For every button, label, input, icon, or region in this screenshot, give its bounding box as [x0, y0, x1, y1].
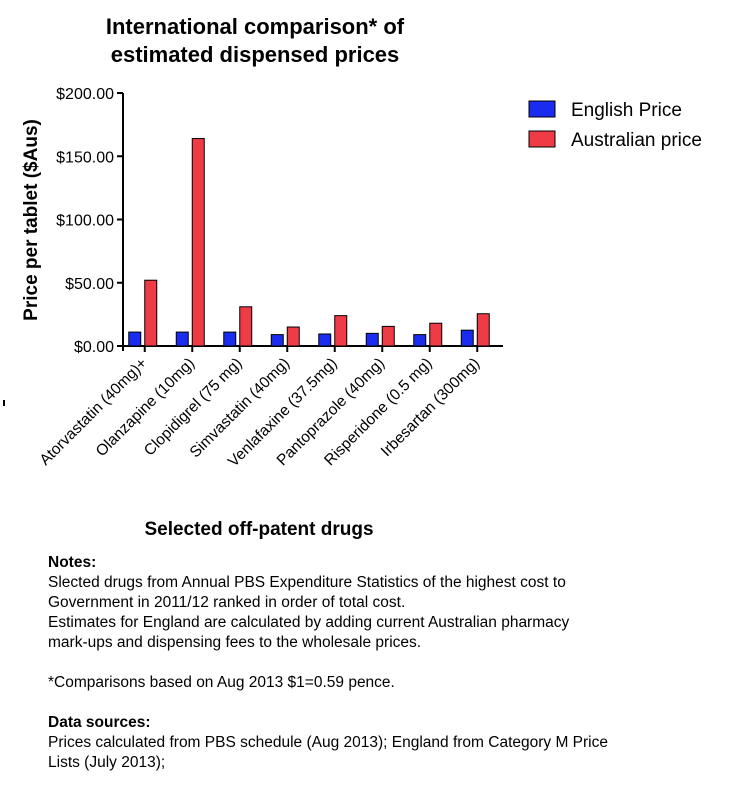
- data-sources-heading: Data sources:: [48, 714, 151, 731]
- bar-english: [175, 331, 189, 347]
- chart-title-line-1: International comparison* of: [106, 14, 405, 39]
- bar-english: [270, 334, 284, 347]
- bar-australian: [381, 325, 395, 347]
- y-tick-label: $50.00: [65, 276, 114, 293]
- margin-mark: [3, 400, 5, 406]
- data-sources-line: Lists (July 2013);: [48, 754, 166, 771]
- notes-line: mark-ups and dispensing fees to the whol…: [48, 634, 422, 651]
- legend-label: English Price: [571, 100, 682, 121]
- bar-english: [413, 334, 427, 347]
- y-tick-label: $100.00: [56, 213, 114, 230]
- legend-label: Australian price: [571, 130, 702, 151]
- bar-australian: [191, 138, 205, 347]
- notes-line: Slected drugs from Annual PBS Expenditur…: [48, 574, 566, 591]
- notes-heading: Notes:: [48, 554, 97, 571]
- legend-swatch: [528, 100, 556, 118]
- comparison-note: *Comparisons based on Aug 2013 $1=0.59 p…: [48, 674, 395, 691]
- bar-australian: [429, 322, 443, 347]
- bar-australian: [239, 306, 253, 347]
- bar-australian: [334, 315, 348, 347]
- y-tick-label: $150.00: [56, 149, 114, 166]
- legend-swatch: [528, 130, 556, 148]
- bar-australian: [476, 313, 490, 347]
- notes-section: Notes: Slected drugs from Annual PBS Exp…: [48, 553, 748, 773]
- y-axis-title: Price per tablet ($Aus): [21, 119, 42, 321]
- bar-english: [128, 331, 142, 347]
- x-axis-title: Selected off-patent drugs: [144, 519, 373, 540]
- y-tick-label: $0.00: [74, 339, 114, 356]
- bar-english: [318, 333, 332, 347]
- bar-australian: [286, 326, 300, 347]
- bar-australian: [144, 279, 158, 347]
- chart-title-line-2: estimated dispensed prices: [111, 42, 400, 67]
- notes-line: Government in 2011/12 ranked in order of…: [48, 594, 406, 611]
- y-tick-label: $200.00: [56, 86, 114, 103]
- data-sources-line: Prices calculated from PBS schedule (Aug…: [48, 734, 608, 751]
- bar-english: [460, 329, 474, 347]
- chart: International comparison* of estimated d…: [3, 14, 702, 540]
- bar-english: [223, 331, 237, 347]
- notes-line: Estimates for England are calculated by …: [48, 614, 570, 631]
- bar-english: [365, 332, 379, 347]
